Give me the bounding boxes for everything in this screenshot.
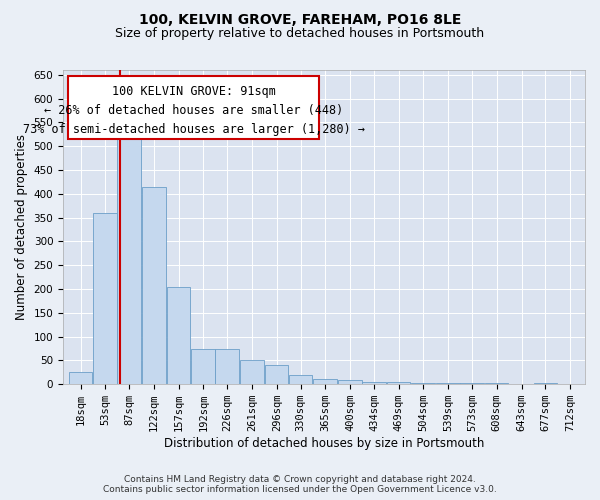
Bar <box>313 380 337 384</box>
FancyBboxPatch shape <box>68 76 319 139</box>
Text: ← 26% of detached houses are smaller (448): ← 26% of detached houses are smaller (44… <box>44 104 343 118</box>
Text: 100 KELVIN GROVE: 91sqm: 100 KELVIN GROVE: 91sqm <box>112 86 275 98</box>
Bar <box>94 213 117 384</box>
Text: 100, KELVIN GROVE, FAREHAM, PO16 8LE: 100, KELVIN GROVE, FAREHAM, PO16 8LE <box>139 12 461 26</box>
X-axis label: Distribution of detached houses by size in Portsmouth: Distribution of detached houses by size … <box>164 437 484 450</box>
Bar <box>289 374 313 384</box>
Text: Size of property relative to detached houses in Portsmouth: Size of property relative to detached ho… <box>115 28 485 40</box>
Bar <box>215 348 239 384</box>
Bar <box>362 382 386 384</box>
Bar <box>338 380 362 384</box>
Bar <box>265 365 289 384</box>
Text: Contains HM Land Registry data © Crown copyright and database right 2024.
Contai: Contains HM Land Registry data © Crown c… <box>103 474 497 494</box>
Bar <box>118 132 141 384</box>
Text: 73% of semi-detached houses are larger (1,280) →: 73% of semi-detached houses are larger (… <box>23 123 365 136</box>
Bar <box>240 360 264 384</box>
Bar <box>142 186 166 384</box>
Bar <box>167 286 190 384</box>
Bar <box>191 348 215 384</box>
Bar <box>68 372 92 384</box>
Bar <box>387 382 410 384</box>
Y-axis label: Number of detached properties: Number of detached properties <box>15 134 28 320</box>
